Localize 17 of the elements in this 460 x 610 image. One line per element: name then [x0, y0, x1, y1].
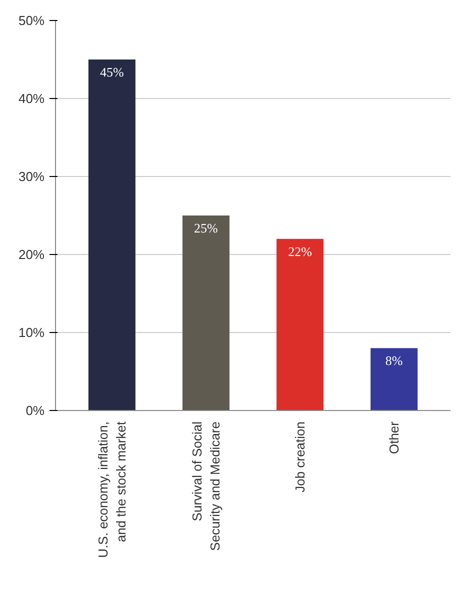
x-tick-label: Job creation [292, 421, 308, 492]
y-tick-label: 30% [18, 169, 45, 184]
data-label: 45% [100, 64, 124, 80]
y-tick-label: 10% [18, 325, 45, 340]
y-tick-label: 0% [26, 403, 45, 418]
bar [88, 60, 136, 410]
bar [276, 238, 324, 410]
data-label: 22% [288, 244, 312, 259]
y-tick-label: 40% [18, 91, 45, 106]
data-label: 25% [194, 220, 218, 236]
bar [370, 348, 418, 410]
y-tick-label: 50% [18, 13, 45, 28]
bar [182, 216, 230, 410]
x-tick-label: Other [386, 420, 402, 454]
data-label: 8% [385, 353, 403, 368]
y-tick-label: 20% [18, 247, 45, 262]
x-tick-label: U.S. economy, inflation, and the stock market [95, 421, 128, 558]
